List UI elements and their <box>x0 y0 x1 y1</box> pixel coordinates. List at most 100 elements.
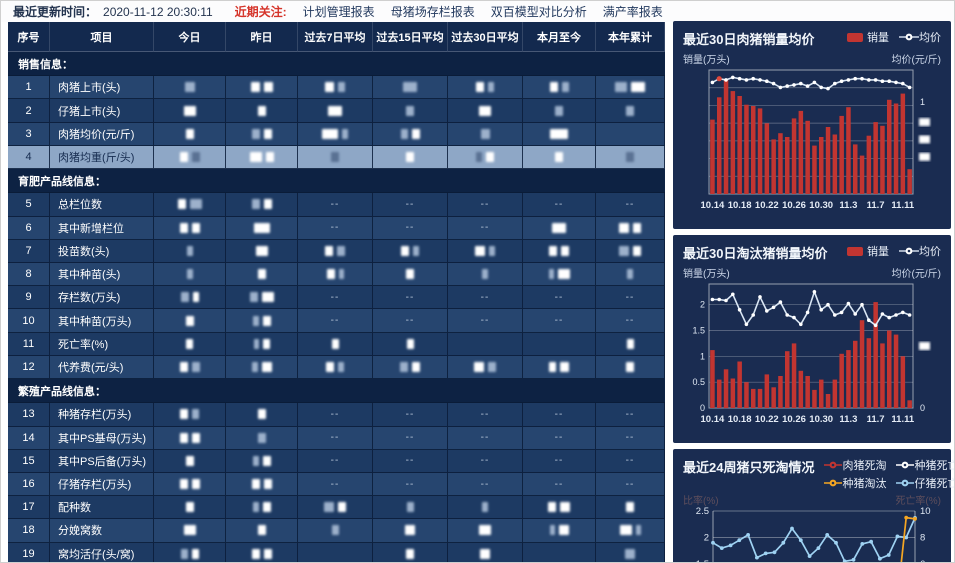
data-cell <box>154 76 226 100</box>
svg-text:10.22: 10.22 <box>755 200 779 211</box>
data-cell <box>373 355 448 380</box>
data-cell: -- <box>523 449 596 473</box>
redacted-value <box>626 338 634 349</box>
table-header-row: 序号 项目 今日 昨日 过去7日平均 过去15日平均 过去30日平均 本月至今 本年累计 <box>8 22 665 52</box>
table-row-2[interactable]: 2 仔猪上市(头) <box>8 99 665 123</box>
row-number: 9 <box>8 286 50 310</box>
data-cell <box>596 496 665 520</box>
row-number: 5 <box>8 193 50 217</box>
chart-card-pork-sales-price: 最近30日肉猪销量均价 销量 均价 销量(万头 <box>673 21 951 229</box>
redacted-value <box>251 128 260 139</box>
redacted-value <box>338 269 344 280</box>
data-cell <box>226 519 298 543</box>
data-cell <box>596 355 665 380</box>
table-row-11[interactable]: 11 死亡率(%) <box>8 332 665 356</box>
data-cell: -- <box>373 449 448 473</box>
svg-text:10.30: 10.30 <box>809 200 833 211</box>
table-row-4[interactable]: 4 肉猪均重(斤/头) <box>8 145 665 170</box>
legend-item-2[interactable]: 种猪淘汰 <box>824 475 886 491</box>
redacted-value <box>631 82 645 93</box>
data-cell <box>154 239 226 263</box>
data-cell: -- <box>298 286 373 310</box>
data-cell <box>373 239 448 263</box>
data-cell <box>226 426 298 450</box>
data-cell <box>523 145 596 170</box>
bar-swatch-icon <box>847 246 863 256</box>
table-row-19[interactable]: 19 窝均活仔(头/窝) <box>8 542 665 562</box>
redacted-value <box>489 245 495 256</box>
svg-text:11.3: 11.3 <box>839 200 857 211</box>
table-row-15[interactable]: 15 其中PS后备(万头) -- -- -- -- -- <box>8 449 665 473</box>
table-row-9[interactable]: 9 存栏数(万头) -- -- -- -- -- <box>8 286 665 310</box>
redacted-value <box>626 361 634 372</box>
redacted-value <box>325 82 334 93</box>
redacted-value <box>488 82 494 93</box>
table-row-17[interactable]: 17 配种数 <box>8 496 665 520</box>
table-row-5[interactable]: 5 总栏位数 -- -- -- -- -- <box>8 193 665 217</box>
chart3-right-axis-label-dim: 死亡率(%) <box>895 496 941 507</box>
redacted-value <box>555 105 563 116</box>
table-row-14[interactable]: 14 其中PS基母(万头) -- -- -- -- -- <box>8 426 665 450</box>
chart2-legend: 销量 均价 <box>837 243 941 259</box>
legend-item-sales-volume[interactable]: 销量 <box>847 29 889 45</box>
data-cell <box>298 262 373 287</box>
redacted-value <box>191 222 200 233</box>
data-cell <box>448 262 523 287</box>
redacted-value <box>251 479 260 490</box>
data-cell <box>154 355 226 380</box>
data-cell <box>523 216 596 240</box>
link-double-hundred-model-analysis[interactable]: 双百模型对比分析 <box>490 5 587 19</box>
data-cell <box>596 122 665 146</box>
svg-text:11.11: 11.11 <box>891 414 914 425</box>
redacted-value <box>635 525 641 536</box>
data-cell: -- <box>448 286 523 310</box>
chart1-plot[interactable]: 10.14 10.18 10.22 10.26 10.30 11.3 11.7 11.11 1 <box>683 66 941 216</box>
data-cell <box>154 472 226 497</box>
table-row-13[interactable]: 13 种猪存栏(万头) -- -- -- -- -- <box>8 403 665 427</box>
link-sow-farm-inventory-report[interactable]: 母猪场存栏报表 <box>390 5 475 19</box>
redacted-value <box>548 502 556 513</box>
table-row-6[interactable]: 6 其中新增栏位 -- -- -- <box>8 216 665 240</box>
redacted-value <box>261 361 272 372</box>
data-cell <box>596 332 665 356</box>
redacted-value <box>263 479 272 490</box>
daily-report-table: 序号 项目 今日 昨日 过去7日平均 过去15日平均 过去30日平均 本月至今 本年累计 销售信… <box>8 22 665 562</box>
redacted-value <box>482 502 488 513</box>
redacted-value <box>177 199 186 210</box>
legend-item-avg-price[interactable]: 均价 <box>899 29 941 45</box>
redacted-value <box>560 361 569 372</box>
column-header-2: 今日 <box>154 22 226 52</box>
link-plan-report[interactable]: 计划管理报表 <box>302 5 375 19</box>
table-row-7[interactable]: 7 投苗数(头) <box>8 239 665 263</box>
line-dot-marker-icon <box>896 461 915 469</box>
table-row-8[interactable]: 8 其中种苗(头) <box>8 262 665 287</box>
legend-item-avg-price[interactable]: 均价 <box>899 243 941 259</box>
row-label: 肉猪均价(元/斤) <box>50 122 154 146</box>
row-label: 其中种苗(头) <box>50 262 154 287</box>
table-row-18[interactable]: 18 分娩窝数 <box>8 519 665 543</box>
chart2-plot[interactable]: 0 0.5 1 1.5 2 10.14 10.18 10.22 10.26 10.30 11.3 11… <box>683 280 941 430</box>
line-dot-marker-icon <box>824 461 843 469</box>
data-cell <box>448 332 523 356</box>
table-row-10[interactable]: 10 其中种苗(万头) -- -- -- -- -- <box>8 309 665 333</box>
redacted-value <box>626 151 634 162</box>
chart3-plot[interactable]: 2.5 10 2 8 1.5 6 <box>683 507 941 563</box>
table-row-3[interactable]: 3 肉猪均价(元/斤) <box>8 122 665 146</box>
table-row-16[interactable]: 16 仔猪存栏(万头) -- -- -- -- -- <box>8 472 665 497</box>
link-full-capacity-report[interactable]: 满产率报表 <box>602 5 663 19</box>
legend-item-3[interactable]: 仔猪死亡 <box>896 475 954 491</box>
data-cell <box>373 99 448 123</box>
svg-text:11.7: 11.7 <box>867 200 885 211</box>
redacted-value <box>186 338 193 349</box>
svg-text:0: 0 <box>700 403 705 413</box>
redacted-value <box>406 151 414 162</box>
row-number: 2 <box>8 99 50 123</box>
chart2-right-axis-label: 均价(元/斤) <box>891 269 941 280</box>
table-row-1[interactable]: 1 肉猪上市(头) <box>8 76 665 100</box>
table-row-12[interactable]: 12 代养费(元/头) <box>8 355 665 380</box>
row-number: 4 <box>8 145 50 170</box>
legend-item-1[interactable]: 种猪死亡 <box>896 457 954 473</box>
legend-item-sales-volume[interactable]: 销量 <box>847 243 889 259</box>
svg-text:1.5: 1.5 <box>696 559 709 563</box>
legend-item-0[interactable]: 肉猪死淘 <box>824 457 886 473</box>
